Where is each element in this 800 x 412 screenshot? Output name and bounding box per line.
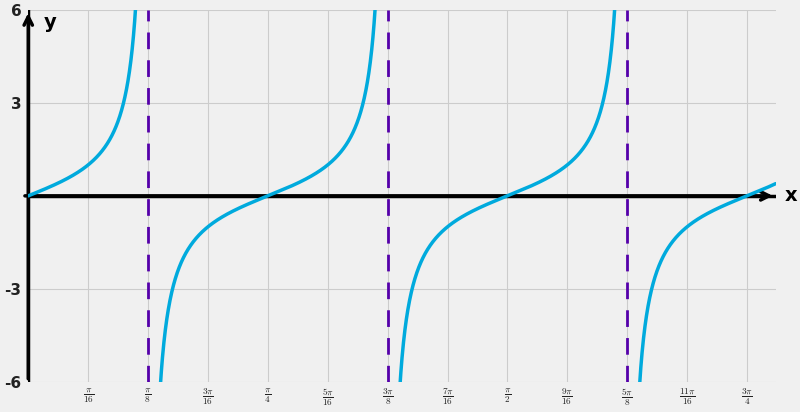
Text: y: y	[43, 13, 56, 32]
Text: x: x	[785, 186, 798, 205]
